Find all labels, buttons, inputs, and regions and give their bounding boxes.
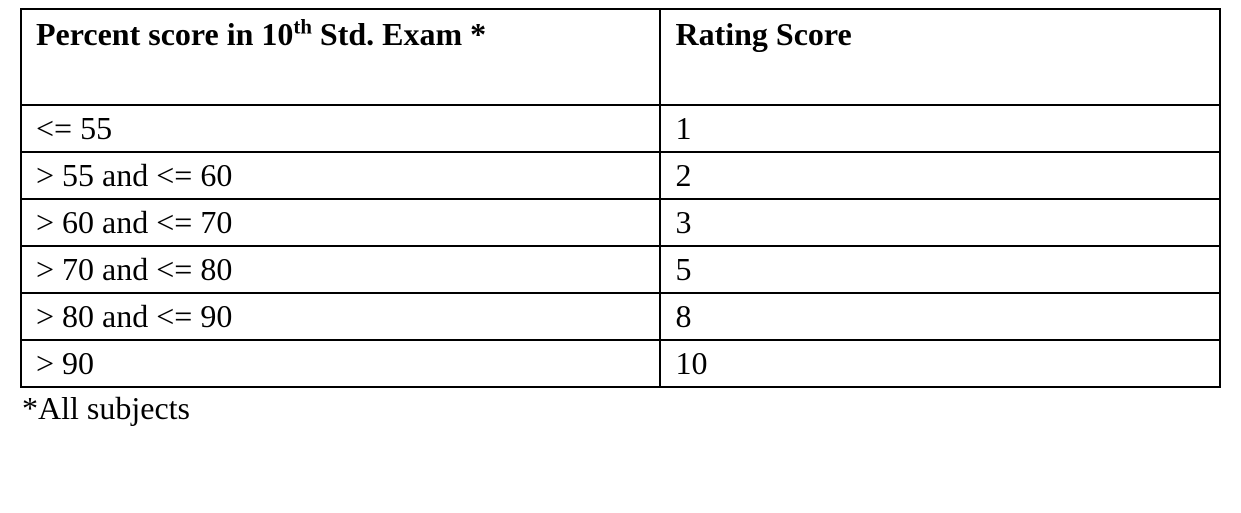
table-row: > 55 and <= 60 2 xyxy=(21,152,1220,199)
cell-range: > 60 and <= 70 xyxy=(21,199,660,246)
header-rating-score: Rating Score xyxy=(660,9,1220,105)
table-row: <= 55 1 xyxy=(21,105,1220,152)
table-row: > 60 and <= 70 3 xyxy=(21,199,1220,246)
table-row: > 90 10 xyxy=(21,340,1220,387)
cell-score: 8 xyxy=(660,293,1220,340)
cell-range: > 80 and <= 90 xyxy=(21,293,660,340)
table-header-row: Percent score in 10th Std. Exam * Rating… xyxy=(21,9,1220,105)
cell-range: <= 55 xyxy=(21,105,660,152)
table-row: > 70 and <= 80 5 xyxy=(21,246,1220,293)
header-col1-sup: th xyxy=(293,15,312,38)
table-row: > 80 and <= 90 8 xyxy=(21,293,1220,340)
header-col1-suffix: Std. Exam * xyxy=(312,16,486,52)
cell-score: 10 xyxy=(660,340,1220,387)
footnote: *All subjects xyxy=(20,390,1221,427)
header-col1-prefix: Percent score in 10 xyxy=(36,16,293,52)
cell-range: > 90 xyxy=(21,340,660,387)
cell-score: 1 xyxy=(660,105,1220,152)
cell-score: 5 xyxy=(660,246,1220,293)
cell-range: > 70 and <= 80 xyxy=(21,246,660,293)
cell-range: > 55 and <= 60 xyxy=(21,152,660,199)
cell-score: 2 xyxy=(660,152,1220,199)
rating-score-table: Percent score in 10th Std. Exam * Rating… xyxy=(20,8,1221,388)
header-percent-score: Percent score in 10th Std. Exam * xyxy=(21,9,660,105)
cell-score: 3 xyxy=(660,199,1220,246)
